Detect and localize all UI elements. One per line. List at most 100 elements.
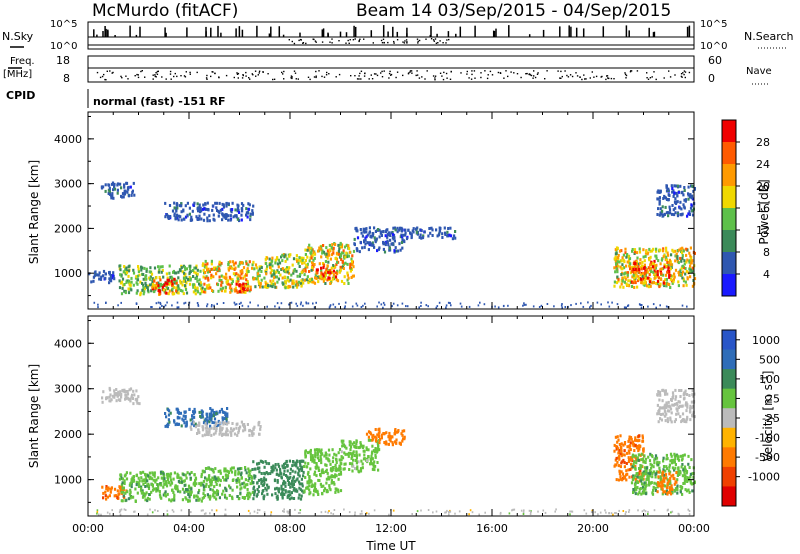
heatmap-cell bbox=[130, 481, 133, 485]
nsearch-dot bbox=[396, 39, 399, 41]
heatmap-cell bbox=[173, 420, 176, 424]
heatmap-cell bbox=[675, 252, 678, 256]
heatmap-cell bbox=[190, 471, 193, 474]
nsearch-dot bbox=[442, 42, 444, 44]
heatmap-cell bbox=[386, 239, 389, 243]
heatmap-cell bbox=[254, 467, 257, 471]
heatmap-cell bbox=[641, 281, 644, 285]
heatmap-cell bbox=[129, 399, 132, 403]
heatmap-cell bbox=[276, 280, 279, 284]
heatmap-cell bbox=[665, 281, 668, 285]
heatmap-cell bbox=[347, 276, 350, 280]
heatmap-cell bbox=[636, 472, 639, 475]
freq-dot bbox=[293, 70, 296, 72]
heatmap-cell bbox=[193, 407, 196, 411]
heatmap-cell bbox=[681, 404, 684, 408]
heatmap-cell bbox=[688, 490, 691, 494]
heatmap-cell bbox=[681, 254, 684, 258]
freq-dot bbox=[155, 72, 157, 74]
heatmap-cell bbox=[159, 306, 161, 309]
heatmap-cell bbox=[165, 272, 168, 276]
freq-dot bbox=[629, 71, 632, 73]
heatmap-cell bbox=[298, 274, 301, 278]
heatmap-cell bbox=[661, 473, 664, 477]
heatmap-cell bbox=[167, 418, 170, 422]
heatmap-cell bbox=[230, 289, 233, 293]
heatmap-cell bbox=[104, 189, 107, 193]
heatmap-cell bbox=[679, 395, 682, 398]
heatmap-cell bbox=[300, 477, 303, 481]
heatmap-cell bbox=[668, 258, 671, 262]
heatmap-cell bbox=[119, 390, 122, 394]
heatmap-cell bbox=[288, 254, 291, 258]
nsearch-dot bbox=[302, 42, 304, 44]
heatmap-cell bbox=[218, 483, 221, 487]
heatmap-cell bbox=[351, 263, 354, 266]
heatmap-cell bbox=[119, 509, 122, 512]
heatmap-cell bbox=[122, 486, 125, 490]
heatmap-cell bbox=[240, 420, 243, 424]
heatmap-cell bbox=[404, 231, 407, 235]
heatmap-cell bbox=[127, 287, 130, 291]
heatmap-cell bbox=[616, 270, 619, 274]
heatmap-cell bbox=[638, 271, 641, 274]
heatmap-cell bbox=[170, 481, 174, 485]
heatmap-cell bbox=[210, 480, 213, 483]
heatmap-cell bbox=[366, 241, 369, 245]
freq-dot bbox=[127, 78, 129, 80]
heatmap-cell bbox=[248, 260, 251, 264]
heatmap-cell bbox=[225, 478, 228, 482]
heatmap-cell bbox=[160, 483, 163, 487]
heatmap-cell bbox=[120, 476, 123, 480]
heatmap-cell bbox=[613, 443, 616, 447]
heatmap-cell bbox=[133, 393, 136, 397]
freq-dot bbox=[613, 78, 615, 80]
nave-tick-bottom: 0 bbox=[708, 72, 715, 85]
heatmap-cell bbox=[196, 495, 199, 499]
heatmap-cell bbox=[108, 183, 111, 187]
heatmap-cell bbox=[675, 487, 678, 491]
heatmap-cell bbox=[687, 508, 690, 511]
heatmap-cell bbox=[195, 494, 198, 498]
heatmap-cell bbox=[367, 448, 370, 452]
heatmap-cell bbox=[643, 272, 646, 275]
heatmap-cell bbox=[672, 458, 676, 462]
heatmap-cell bbox=[625, 462, 628, 465]
heatmap-cell bbox=[459, 302, 462, 305]
heatmap-cell bbox=[185, 424, 188, 428]
heatmap-cell bbox=[654, 475, 657, 479]
heatmap-cell bbox=[634, 465, 637, 468]
x-tick-label: 08:00 bbox=[274, 522, 306, 535]
heatmap-cell bbox=[626, 472, 629, 476]
heatmap-cell bbox=[659, 304, 661, 307]
heatmap-cell bbox=[229, 214, 232, 218]
heatmap-cell bbox=[176, 407, 179, 411]
freq-dot bbox=[683, 70, 686, 72]
heatmap-cell bbox=[331, 481, 334, 485]
heatmap-cell bbox=[689, 275, 692, 279]
heatmap-cell bbox=[202, 275, 205, 279]
heatmap-cell bbox=[631, 465, 634, 468]
heatmap-cell bbox=[670, 511, 672, 514]
heatmap-cell bbox=[173, 212, 176, 216]
heatmap-cell bbox=[174, 216, 177, 220]
heatmap-cell bbox=[523, 303, 526, 306]
heatmap-cell bbox=[322, 266, 325, 270]
nsearch-dot bbox=[358, 40, 360, 43]
velocity-x-axis: 00:00 04:00 08:00 12:00 16:00 20:00 00:00 bbox=[72, 316, 710, 535]
heatmap-cell bbox=[687, 193, 690, 197]
heatmap-cell bbox=[296, 259, 299, 263]
nsky-tick-top: 10^5 bbox=[50, 19, 77, 30]
heatmap-cell bbox=[111, 194, 114, 198]
heatmap-cell bbox=[375, 436, 378, 440]
heatmap-cell bbox=[316, 456, 320, 460]
heatmap-cell bbox=[184, 417, 187, 421]
heatmap-cell bbox=[205, 412, 208, 416]
heatmap-cell bbox=[616, 440, 619, 444]
freq-dot bbox=[388, 72, 391, 75]
heatmap-cell bbox=[282, 282, 285, 286]
heatmap-cell bbox=[175, 209, 178, 213]
heatmap-cell bbox=[650, 463, 654, 467]
heatmap-cell bbox=[240, 284, 243, 288]
heatmap-cell bbox=[629, 468, 632, 471]
